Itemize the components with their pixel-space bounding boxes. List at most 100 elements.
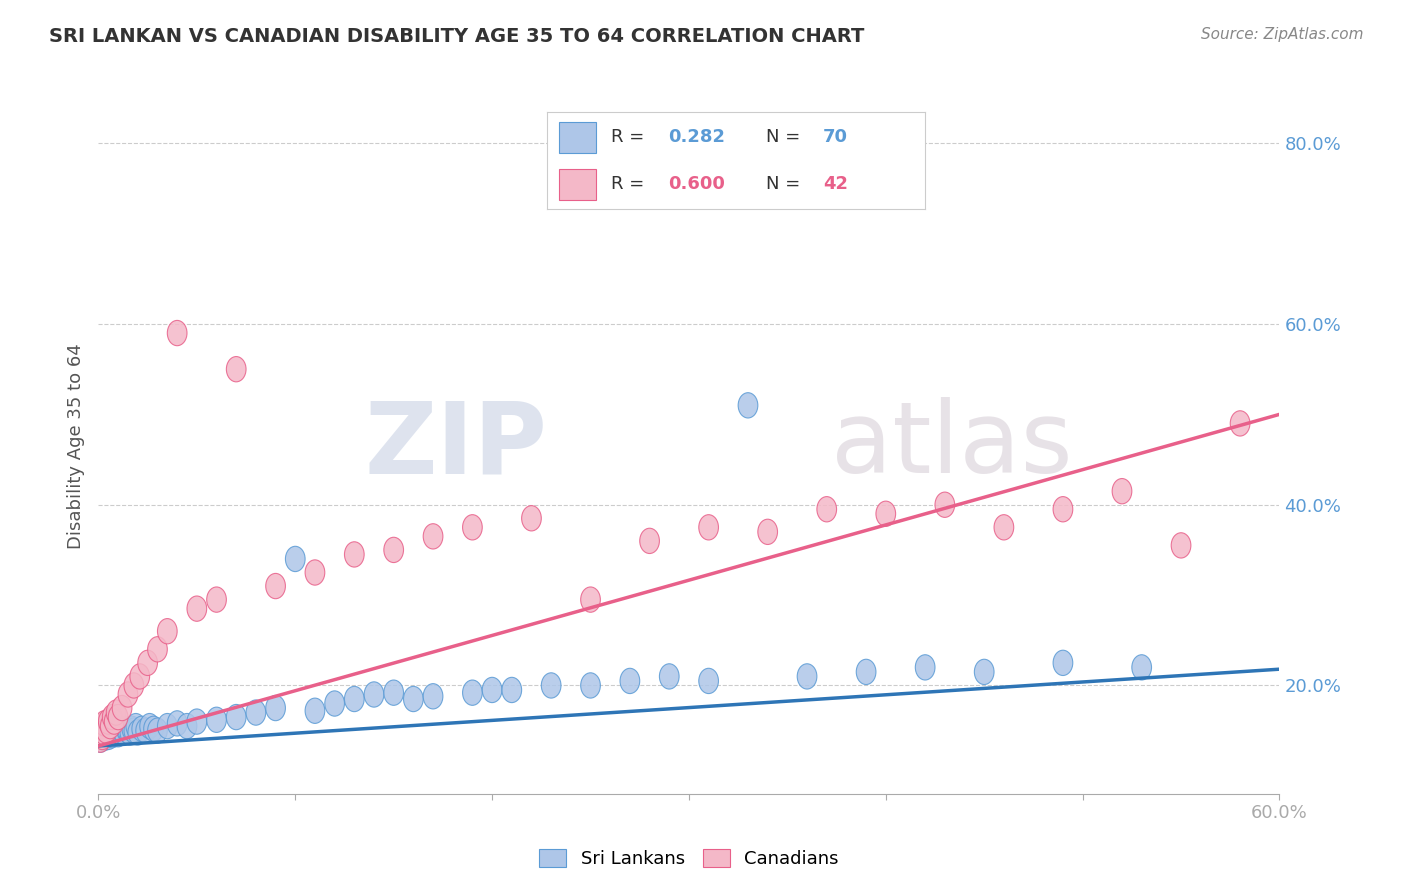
Ellipse shape [100, 714, 120, 739]
Ellipse shape [90, 727, 110, 752]
Ellipse shape [699, 668, 718, 694]
Ellipse shape [404, 686, 423, 712]
Ellipse shape [344, 686, 364, 712]
Ellipse shape [103, 723, 122, 747]
Text: ZIP: ZIP [364, 398, 547, 494]
Ellipse shape [325, 691, 344, 716]
Ellipse shape [541, 673, 561, 698]
Ellipse shape [226, 705, 246, 730]
Ellipse shape [738, 392, 758, 418]
Ellipse shape [187, 709, 207, 734]
Ellipse shape [187, 596, 207, 622]
Ellipse shape [117, 716, 136, 741]
Ellipse shape [143, 716, 163, 741]
Ellipse shape [128, 720, 148, 745]
Ellipse shape [139, 714, 159, 739]
Ellipse shape [107, 721, 127, 746]
Ellipse shape [1171, 533, 1191, 558]
Ellipse shape [98, 709, 118, 734]
Ellipse shape [94, 720, 114, 745]
Ellipse shape [1053, 497, 1073, 522]
Ellipse shape [138, 650, 157, 675]
Ellipse shape [104, 720, 124, 745]
Ellipse shape [974, 659, 994, 684]
Ellipse shape [344, 541, 364, 567]
Ellipse shape [620, 668, 640, 694]
Ellipse shape [522, 506, 541, 531]
Ellipse shape [463, 515, 482, 540]
Ellipse shape [93, 720, 112, 745]
Ellipse shape [157, 714, 177, 739]
Ellipse shape [108, 717, 128, 742]
Ellipse shape [104, 709, 124, 734]
Ellipse shape [93, 714, 112, 739]
Ellipse shape [124, 673, 143, 698]
Ellipse shape [129, 664, 149, 689]
Ellipse shape [581, 587, 600, 612]
Ellipse shape [1230, 410, 1250, 436]
Ellipse shape [122, 716, 142, 741]
Ellipse shape [482, 677, 502, 703]
Ellipse shape [120, 720, 139, 745]
Ellipse shape [98, 724, 118, 749]
Ellipse shape [856, 659, 876, 684]
Ellipse shape [108, 705, 128, 730]
Ellipse shape [118, 681, 138, 707]
Ellipse shape [132, 716, 152, 741]
Ellipse shape [112, 696, 132, 721]
Ellipse shape [94, 725, 114, 750]
Legend: Sri Lankans, Canadians: Sri Lankans, Canadians [531, 841, 846, 875]
Ellipse shape [148, 718, 167, 743]
Ellipse shape [97, 718, 117, 743]
Y-axis label: Disability Age 35 to 64: Disability Age 35 to 64 [66, 343, 84, 549]
Ellipse shape [581, 673, 600, 698]
Ellipse shape [136, 718, 156, 743]
Ellipse shape [423, 683, 443, 709]
Ellipse shape [226, 357, 246, 382]
Ellipse shape [103, 705, 122, 730]
Ellipse shape [463, 680, 482, 706]
Ellipse shape [98, 715, 118, 740]
Ellipse shape [110, 720, 129, 745]
Ellipse shape [1112, 478, 1132, 504]
Ellipse shape [246, 700, 266, 725]
Ellipse shape [207, 707, 226, 732]
Ellipse shape [285, 546, 305, 572]
Ellipse shape [266, 574, 285, 599]
Ellipse shape [93, 714, 112, 739]
Ellipse shape [93, 724, 112, 749]
Ellipse shape [177, 714, 197, 739]
Ellipse shape [114, 720, 134, 745]
Ellipse shape [103, 718, 122, 743]
Ellipse shape [148, 637, 167, 662]
Ellipse shape [104, 715, 124, 740]
Ellipse shape [266, 696, 285, 721]
Ellipse shape [935, 492, 955, 517]
Ellipse shape [90, 727, 110, 752]
Ellipse shape [100, 722, 120, 747]
Ellipse shape [100, 717, 120, 742]
Text: atlas: atlas [831, 398, 1073, 494]
Ellipse shape [659, 664, 679, 689]
Ellipse shape [384, 537, 404, 563]
Ellipse shape [384, 680, 404, 706]
Ellipse shape [167, 711, 187, 736]
Ellipse shape [97, 718, 117, 743]
Ellipse shape [758, 519, 778, 544]
Ellipse shape [423, 524, 443, 549]
Ellipse shape [640, 528, 659, 554]
Ellipse shape [994, 515, 1014, 540]
Text: SRI LANKAN VS CANADIAN DISABILITY AGE 35 TO 64 CORRELATION CHART: SRI LANKAN VS CANADIAN DISABILITY AGE 35… [49, 27, 865, 45]
Ellipse shape [305, 698, 325, 723]
Ellipse shape [118, 718, 138, 743]
Ellipse shape [817, 497, 837, 522]
Ellipse shape [98, 720, 118, 745]
Ellipse shape [364, 681, 384, 707]
Ellipse shape [157, 618, 177, 644]
Ellipse shape [502, 677, 522, 703]
Ellipse shape [107, 716, 127, 741]
Ellipse shape [167, 320, 187, 346]
Ellipse shape [94, 720, 114, 745]
Ellipse shape [915, 655, 935, 680]
Ellipse shape [127, 714, 146, 739]
